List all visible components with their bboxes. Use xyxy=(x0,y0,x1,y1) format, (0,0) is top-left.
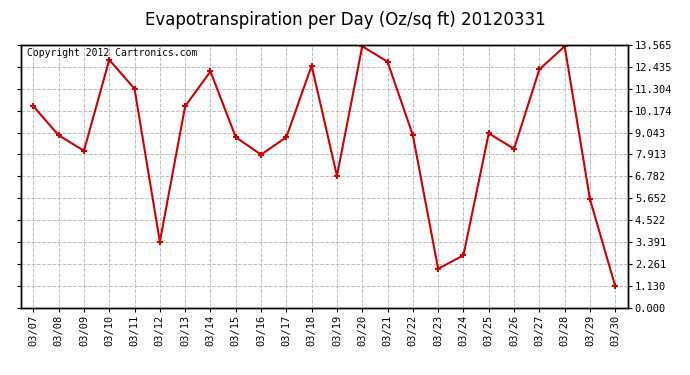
Text: Evapotranspiration per Day (Oz/sq ft) 20120331: Evapotranspiration per Day (Oz/sq ft) 20… xyxy=(145,11,545,29)
Text: Copyright 2012 Cartronics.com: Copyright 2012 Cartronics.com xyxy=(27,48,197,58)
